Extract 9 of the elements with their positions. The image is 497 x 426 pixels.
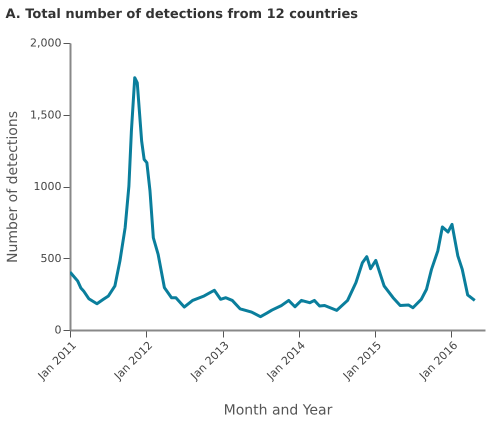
x-axis-title: Month and Year bbox=[224, 402, 333, 419]
y-tick-label: 1,500 bbox=[30, 108, 62, 122]
line-series bbox=[70, 76, 476, 318]
y-tick-label: 0 bbox=[54, 324, 62, 336]
y-tick-label: 2,000 bbox=[30, 36, 62, 50]
chart-title: A. Total number of detections from 12 countries bbox=[6, 7, 358, 22]
y-tick-label: 500 bbox=[40, 252, 62, 265]
y-tick-label: 1000 bbox=[34, 180, 62, 193]
y-axis-title: Number of detections bbox=[5, 110, 22, 264]
